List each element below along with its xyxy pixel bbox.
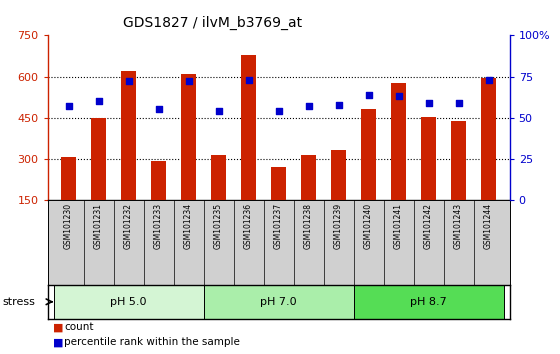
Text: GSM101243: GSM101243 — [454, 202, 463, 249]
Text: GSM101241: GSM101241 — [394, 202, 403, 249]
Point — [184, 79, 193, 84]
Text: GSM101235: GSM101235 — [214, 202, 223, 249]
Text: pH 8.7: pH 8.7 — [410, 297, 447, 307]
Text: GSM101239: GSM101239 — [334, 202, 343, 249]
Text: GSM101233: GSM101233 — [154, 202, 163, 249]
Point — [64, 103, 73, 109]
Point — [154, 107, 163, 112]
Bar — [151, 161, 166, 200]
Text: count: count — [64, 322, 94, 332]
Text: GSM101231: GSM101231 — [94, 202, 103, 249]
Bar — [391, 82, 406, 200]
Bar — [121, 71, 136, 200]
Text: GSM101237: GSM101237 — [274, 202, 283, 249]
Point — [364, 92, 373, 97]
Bar — [181, 74, 196, 200]
Bar — [361, 109, 376, 200]
Text: pH 5.0: pH 5.0 — [110, 297, 147, 307]
Text: GSM101234: GSM101234 — [184, 202, 193, 249]
Bar — [241, 55, 256, 200]
Text: GSM101236: GSM101236 — [244, 202, 253, 249]
Point — [244, 77, 253, 83]
Point — [274, 108, 283, 114]
Point — [214, 108, 223, 114]
Text: percentile rank within the sample: percentile rank within the sample — [64, 337, 240, 347]
Bar — [301, 155, 316, 200]
Point — [394, 93, 403, 99]
Bar — [331, 150, 346, 200]
Bar — [204, 285, 353, 319]
Bar — [451, 121, 466, 200]
Point — [334, 102, 343, 107]
Bar — [61, 158, 76, 200]
Text: GSM101238: GSM101238 — [304, 202, 313, 249]
Text: pH 7.0: pH 7.0 — [260, 297, 297, 307]
Text: GSM101242: GSM101242 — [424, 202, 433, 249]
Text: GSM101230: GSM101230 — [64, 202, 73, 249]
Bar — [481, 78, 496, 200]
Text: stress: stress — [3, 297, 36, 307]
Text: GSM101244: GSM101244 — [484, 202, 493, 249]
Text: GSM101240: GSM101240 — [364, 202, 373, 249]
Text: ■: ■ — [53, 322, 64, 332]
Bar — [353, 285, 503, 319]
Text: ■: ■ — [53, 337, 64, 347]
Point — [304, 103, 313, 109]
Point — [424, 100, 433, 106]
Point — [124, 79, 133, 84]
Bar — [211, 155, 226, 200]
Point — [484, 77, 493, 83]
Bar — [91, 118, 106, 200]
Point — [454, 100, 463, 106]
Bar — [54, 285, 204, 319]
Bar — [421, 117, 436, 200]
Bar — [271, 166, 286, 200]
Text: GSM101232: GSM101232 — [124, 202, 133, 249]
Point — [94, 98, 103, 104]
Text: GDS1827 / ilvM_b3769_at: GDS1827 / ilvM_b3769_at — [123, 16, 302, 30]
